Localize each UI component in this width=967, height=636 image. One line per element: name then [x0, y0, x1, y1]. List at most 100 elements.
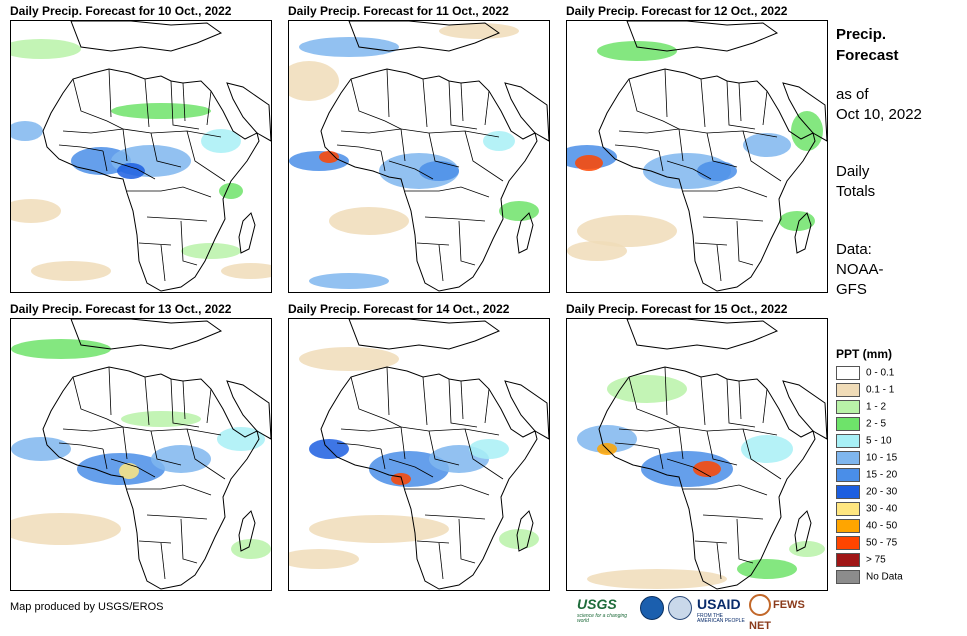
forecast-panel-1: Daily Precip. Forecast for 10 Oct., 2022	[10, 3, 272, 293]
country-border	[458, 220, 476, 266]
coastline	[70, 21, 223, 52]
precip-area	[779, 211, 815, 231]
coastline	[42, 68, 260, 292]
fews-globe-icon	[749, 594, 771, 616]
info-title: Precip. Forecast	[836, 24, 899, 66]
country-border	[628, 78, 680, 130]
country-border	[658, 150, 664, 172]
legend-item: 10 - 15	[836, 451, 897, 465]
legend-label: > 75	[866, 554, 886, 566]
country-border	[160, 542, 166, 580]
precip-area	[231, 539, 271, 559]
precip-area	[121, 411, 201, 427]
legend-label: 5 - 10	[866, 435, 892, 447]
legend-item: 5 - 10	[836, 434, 892, 448]
precip-area	[607, 375, 687, 403]
country-border	[72, 376, 124, 428]
seal-logo-icon	[668, 596, 692, 620]
country-border	[170, 80, 200, 130]
country-border	[658, 448, 664, 470]
precip-area	[299, 37, 399, 57]
country-border	[127, 186, 212, 198]
usaid-logo-text: USAID	[697, 596, 741, 612]
country-border	[400, 426, 406, 460]
precip-area	[299, 347, 399, 371]
country-border	[405, 484, 490, 496]
info-title-line2: Forecast	[836, 47, 899, 64]
precip-area	[369, 451, 449, 487]
precip-area	[419, 161, 459, 181]
coastline	[598, 366, 816, 590]
country-border	[102, 448, 108, 470]
info-title-line1: Precip.	[836, 26, 887, 43]
country-border	[127, 484, 212, 496]
country-border	[484, 90, 490, 126]
data-source-label: Data:	[836, 241, 872, 258]
totals-label: Daily Totals	[836, 162, 875, 202]
country-border	[422, 78, 428, 128]
country-border	[664, 366, 668, 416]
country-border	[336, 144, 382, 152]
legend-label: 10 - 15	[866, 452, 898, 464]
legend-swatch	[836, 434, 860, 448]
precip-area	[11, 39, 81, 59]
country-border	[614, 144, 660, 152]
country-border	[150, 132, 182, 168]
country-border	[460, 380, 464, 420]
precip-area	[11, 513, 121, 545]
noaa-logo-icon	[640, 596, 664, 620]
legend-swatch	[836, 485, 860, 499]
country-border	[380, 448, 386, 470]
country-border	[700, 78, 706, 128]
coastline	[782, 82, 827, 142]
precip-area	[11, 437, 71, 461]
precip-area	[567, 241, 627, 261]
precip-area	[439, 23, 519, 39]
precip-layer	[289, 347, 539, 569]
country-border	[388, 160, 434, 180]
precip-area	[499, 529, 539, 549]
country-border	[678, 426, 684, 460]
precip-area	[693, 461, 721, 477]
precip-area	[151, 445, 211, 473]
usaid-logo: USAID FROM THE AMERICAN PEOPLE	[697, 594, 747, 624]
legend-title: PPT (mm)	[836, 347, 893, 361]
country-border	[206, 90, 212, 126]
country-border	[702, 216, 764, 222]
legend-swatch	[836, 570, 860, 584]
forecast-map	[566, 20, 828, 293]
country-border	[58, 144, 104, 152]
country-border	[416, 242, 450, 246]
legend-swatch	[836, 502, 860, 516]
country-border	[706, 430, 738, 466]
country-border	[736, 518, 754, 564]
precip-area	[11, 339, 111, 359]
coastline	[516, 510, 534, 552]
country-border	[386, 366, 390, 416]
forecast-map	[288, 318, 550, 591]
country-border	[416, 540, 450, 544]
legend-label: 1 - 2	[866, 401, 887, 413]
country-border	[146, 216, 208, 222]
panel-title: Daily Precip. Forecast for 11 Oct., 2022	[288, 4, 509, 18]
panel-title: Daily Precip. Forecast for 13 Oct., 2022	[10, 302, 232, 316]
logo-bar: USGS science for a changing world USAID …	[577, 594, 827, 632]
usgs-logo-text: USGS	[577, 596, 617, 612]
country-border	[678, 128, 684, 162]
legend-item: 0 - 0.1	[836, 366, 894, 380]
country-border	[448, 80, 478, 130]
totals-line2: Totals	[836, 183, 876, 200]
forecast-panel-4: Daily Precip. Forecast for 13 Oct., 2022	[10, 301, 272, 591]
country-border	[742, 130, 782, 182]
coastline	[226, 82, 271, 142]
country-border	[424, 216, 486, 222]
country-border	[58, 442, 104, 450]
as-of-value: Oct 10, 2022	[836, 106, 922, 123]
precip-area	[391, 473, 411, 485]
legend-label: 15 - 20	[866, 469, 898, 481]
forecast-panel-3: Daily Precip. Forecast for 12 Oct., 2022	[566, 3, 828, 293]
legend-item: 50 - 75	[836, 536, 897, 550]
legend-swatch	[836, 553, 860, 567]
usgs-tagline: science for a changing world	[577, 613, 628, 624]
country-border	[350, 78, 402, 130]
